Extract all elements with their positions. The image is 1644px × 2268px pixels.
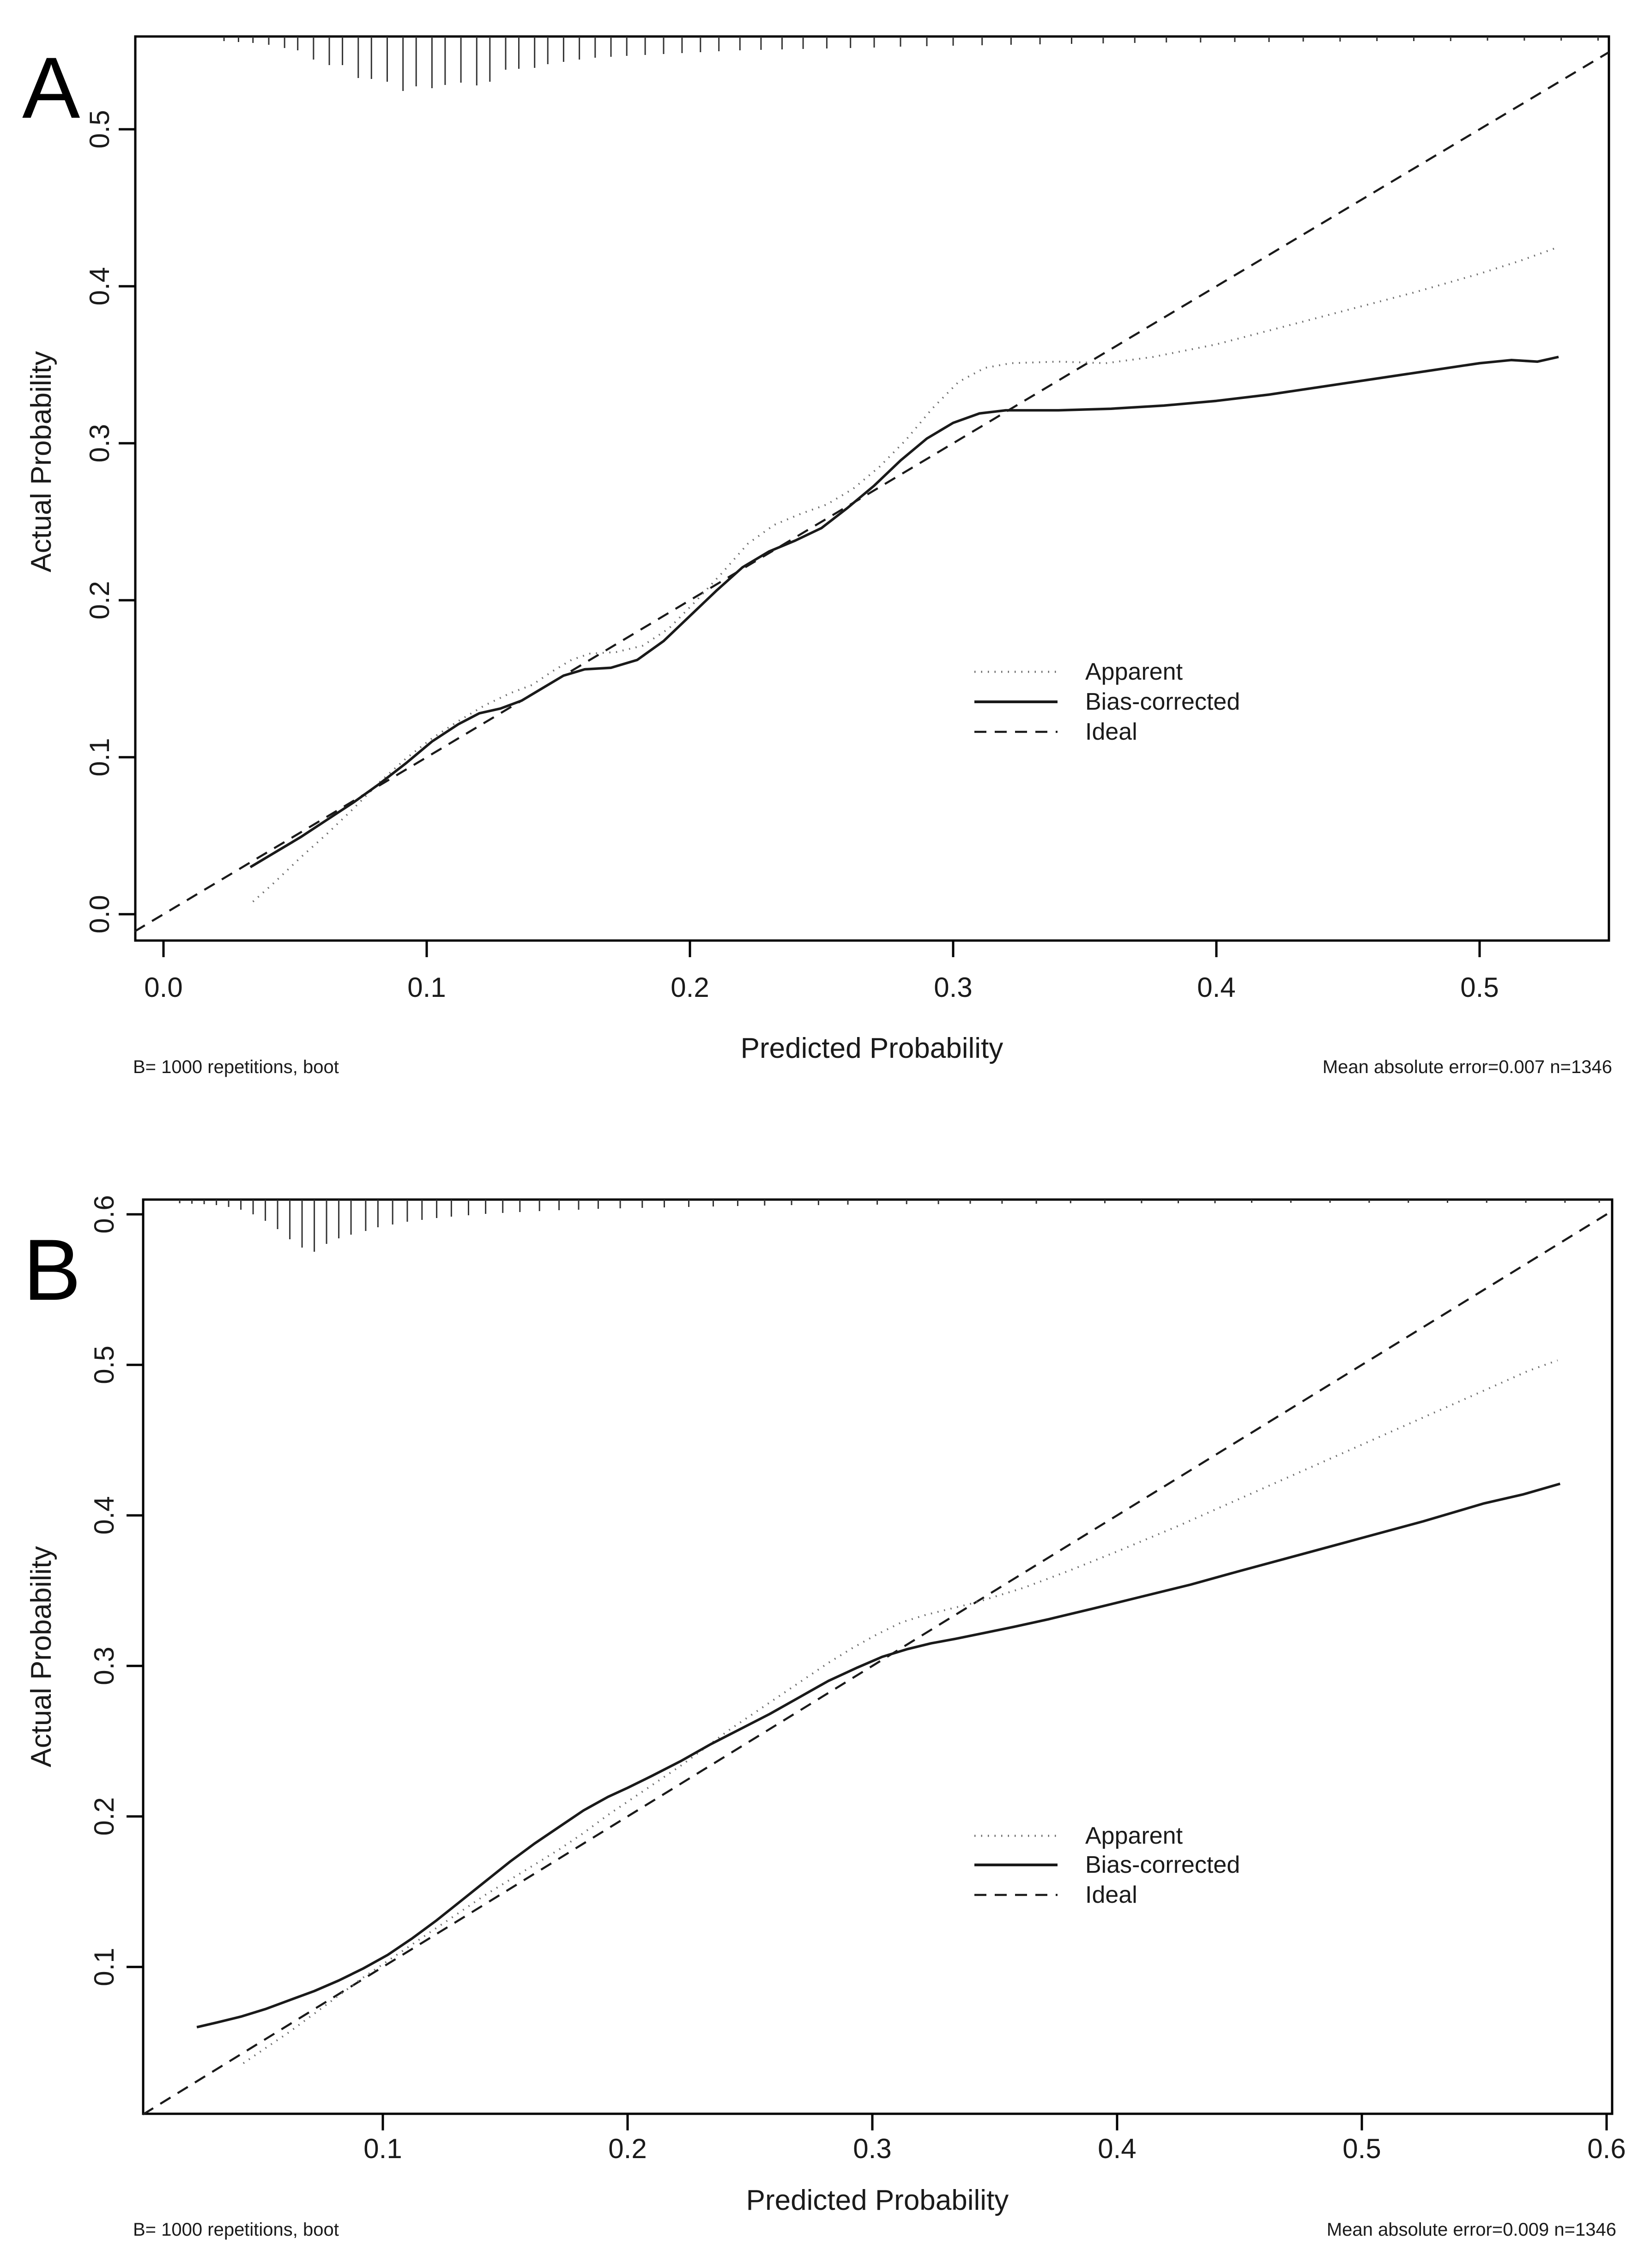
y-axis: 0.1 0.2 0.3 0.4 0.5 0.6: [89, 1195, 143, 1986]
x-tick-label: 0.1: [363, 2133, 402, 2164]
x-tick-label: 0.3: [934, 972, 972, 1003]
y-axis: 0.0 0.1 0.2 0.3 0.4 0.5: [84, 110, 135, 934]
y-tick-label: 0.1: [89, 1948, 120, 1986]
x-tick-label: 0.2: [608, 2133, 647, 2164]
panel-a-legend-label-ideal: Ideal: [1085, 718, 1137, 745]
panel-b-legend-label-apparent: Apparent: [1085, 1822, 1183, 1849]
legend-line-samples: [974, 1834, 1058, 1896]
x-tick-label: 0.3: [853, 2133, 891, 2164]
legend-line-samples: [974, 670, 1058, 733]
panel-a-x-axis-title: Predicted Probability: [740, 1032, 1003, 1064]
x-tick-label: 0.6: [1587, 2133, 1626, 2164]
y-tick-label: 0.0: [84, 895, 115, 933]
plot-box: [134, 35, 1610, 942]
panel-b-x-axis-title: Predicted Probability: [746, 2184, 1009, 2216]
y-tick-label: 0.3: [89, 1647, 120, 1685]
panel-b-footnote-error: Mean absolute error=0.009 n=1346: [1326, 2220, 1616, 2240]
x-tick-label: 0.5: [1342, 2133, 1381, 2164]
panel-b-y-axis-title: Actual Probability: [25, 1546, 57, 1767]
x-tick-label: 0.2: [671, 972, 709, 1003]
panel-a-footnote-repetitions: B= 1000 repetitions, boot: [133, 1057, 339, 1077]
y-tick-label: 0.5: [89, 1345, 120, 1384]
series-ideal: [142, 1210, 1612, 2116]
panel-b-legend-label-bias-corrected: Bias-corrected: [1085, 1852, 1240, 1878]
x-axis: 0.0 0.1 0.2 0.3 0.4 0.5: [144, 941, 1499, 1003]
y-tick-label: 0.1: [84, 738, 115, 776]
x-tick-label: 0.1: [407, 972, 446, 1003]
panel-b-letter: B: [23, 1221, 81, 1318]
panel-b-footnote-repetitions: B= 1000 repetitions, boot: [133, 2220, 339, 2240]
series-apparent: [252, 246, 1559, 903]
y-tick-label: 0.2: [89, 1797, 120, 1835]
series-bias-corrected: [249, 356, 1559, 869]
rug-ticks: [223, 36, 1599, 91]
series-apparent: [242, 1359, 1558, 2064]
x-tick-label: 0.0: [144, 972, 182, 1003]
panel-b-plot-canvas: 0.1 0.2 0.3 0.4 0.5 0.6 0.1 0.2 0.3 0.4 0.5 0.6: [89, 1195, 1626, 2164]
y-tick-label: 0.5: [84, 110, 115, 148]
y-tick-label: 0.4: [89, 1496, 120, 1534]
x-tick-label: 0.4: [1098, 2133, 1136, 2164]
y-tick-label: 0.3: [84, 424, 115, 462]
y-tick-label: 0.6: [89, 1195, 120, 1233]
panel-a-y-axis-title: Actual Probability: [25, 351, 57, 573]
series-bias-corrected: [196, 1482, 1561, 2029]
x-axis: 0.1 0.2 0.3 0.4 0.5 0.6: [363, 2114, 1626, 2164]
rug-ticks: [179, 1200, 1600, 1252]
panel-a-legend-label-apparent: Apparent: [1085, 658, 1183, 685]
panel-a-footnote-error: Mean absolute error=0.007 n=1346: [1322, 1057, 1612, 1077]
panel-b-legend-label-ideal: Ideal: [1085, 1882, 1137, 1908]
y-tick-label: 0.2: [84, 581, 115, 619]
x-tick-label: 0.5: [1460, 972, 1499, 1003]
panel-a-letter: A: [22, 39, 80, 136]
panel-a-legend-label-bias-corrected: Bias-corrected: [1085, 688, 1240, 715]
panel-a-plot-canvas: 0.0 0.1 0.2 0.3 0.4 0.5 0.0 0.1 0.2 0.3 0.4 0.5: [84, 35, 1610, 1003]
series-ideal: [134, 51, 1609, 933]
y-tick-label: 0.4: [84, 267, 115, 305]
x-tick-label: 0.4: [1197, 972, 1235, 1003]
